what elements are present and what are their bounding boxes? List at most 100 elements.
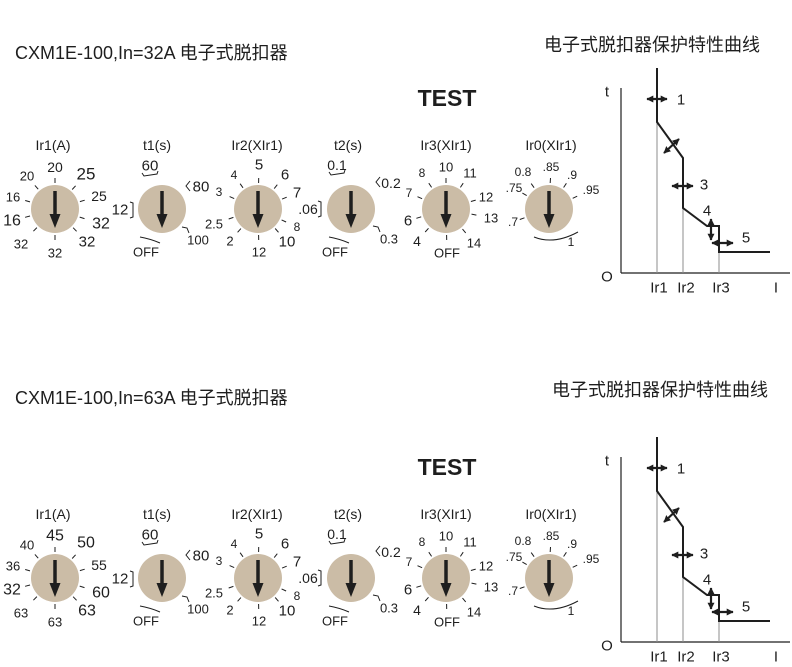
dial-t2-bracket — [375, 545, 381, 557]
zone-number-label: 4 — [703, 572, 711, 589]
dial-ir3-tick — [416, 585, 422, 588]
dial-ir0-arc — [533, 231, 579, 241]
t-axis-label: t — [605, 84, 610, 101]
threshold-label: Ir3 — [712, 280, 730, 297]
dial-ir1-scale-label: 20 — [47, 159, 63, 175]
trip-curve-line — [656, 68, 770, 253]
dial-ir3-scale-label: 7 — [406, 186, 413, 200]
dial-ir1-pointer-head — [49, 214, 61, 228]
dial-ir1-tick — [33, 227, 38, 232]
dial-t2-bracket — [372, 594, 381, 602]
dial-ir2-tick — [228, 585, 234, 589]
dial-ir3: Ir3(XIr1) 10 8 11 7 12 6 13 4 14 OFF — [404, 137, 498, 261]
dial-ir3-scale-label: 11 — [463, 535, 477, 550]
dial-ir3-scale-label: 12 — [479, 559, 493, 574]
zone-number-label: 5 — [742, 599, 750, 616]
dial-ir2-pointer-head — [252, 583, 264, 597]
dial-t1-scale-label: 12 — [112, 571, 129, 588]
dial-ir1-scale-label: 25 — [91, 188, 107, 204]
dial-ir0-tick — [572, 564, 578, 568]
dial-t1-bracket — [139, 605, 161, 613]
dial-ir2-tick — [281, 565, 287, 569]
dial-t1-scale-label: OFF — [133, 614, 159, 629]
dial-ir3-tick — [471, 213, 477, 216]
dial-ir1-scale-label: 32 — [92, 216, 110, 233]
dial-ir3-scale-label: 4 — [413, 233, 421, 249]
zone-number-label: 1 — [677, 92, 685, 109]
t-axis-label: t — [605, 453, 610, 470]
dial-ir0-scale-label: .95 — [583, 552, 600, 566]
dial-t1-name: t1(s) — [143, 137, 171, 153]
dial-t2: t2(s) 0.1 0.2 .06 0.3 OFF — [298, 137, 401, 260]
dial-t1-bracket — [181, 595, 190, 603]
dial-t1-scale-label: 100 — [187, 602, 209, 617]
dial-ir3-scale-label: 14 — [467, 236, 481, 251]
dial-ir2-tick — [237, 228, 242, 233]
dial-ir1-scale-label: 36 — [6, 559, 20, 574]
dial-t2-bracket — [328, 538, 346, 545]
origin-label: O — [601, 269, 613, 286]
trip-unit-title: CXM1E-100,In=63A 电子式脱扣器 — [15, 388, 288, 408]
dial-t1: t1(s) 60 80 12 100 OFF — [112, 506, 210, 629]
dial-ir1-scale-label: 32 — [48, 246, 62, 261]
dial-ir3-tick — [417, 196, 423, 200]
dial-ir1-tick — [34, 554, 39, 559]
dial-ir2-tick — [229, 565, 235, 569]
trip-curve-line — [656, 437, 770, 622]
dial-ir0-tick — [572, 195, 578, 199]
dial-ir1-name: Ir1(A) — [36, 506, 71, 522]
dial-t2-scale-label: 0.1 — [327, 526, 347, 542]
dial-ir1-scale-label: 16 — [3, 213, 21, 230]
dial-ir2-scale-label: 4 — [231, 537, 238, 551]
dial-t1: t1(s) 60 80 12 100 OFF — [112, 137, 210, 260]
dial-ir0-pointer-head — [543, 214, 555, 228]
dial-t1-pointer-head — [156, 214, 168, 228]
dial-t2-bracket — [328, 169, 346, 176]
dial-ir2-scale-label: 2.5 — [205, 217, 223, 232]
zone-number-label: 3 — [700, 546, 708, 563]
dial-t2-scale-label: 0.2 — [381, 175, 401, 191]
dial-t1-scale-label: 60 — [142, 158, 159, 175]
dial-t1-scale-label: 100 — [187, 233, 209, 248]
dial-ir3-tick — [417, 565, 423, 569]
protection-curve-diagram: 电子式脱扣器保护特性曲线 t O I Ir1 Ir2 Ir3 1 3 4 5 — [552, 380, 790, 666]
dial-ir3-tick — [470, 199, 476, 202]
dial-ir1-scale-label: 63 — [14, 606, 28, 621]
dial-ir1-scale-label: 63 — [78, 603, 96, 620]
dial-ir2-scale-label: 12 — [252, 245, 266, 260]
dial-ir3-scale-label: 13 — [484, 580, 498, 595]
dial-t1-bracket — [139, 236, 161, 244]
dial-ir0-tick — [522, 561, 527, 566]
dial-ir3-tick — [424, 596, 429, 602]
dial-ir1-scale-label: 32 — [14, 237, 28, 252]
dial-ir0-scale-label: .85 — [543, 529, 560, 543]
dial-ir1-tick — [25, 569, 31, 572]
threshold-label: Ir2 — [677, 280, 695, 297]
dial-t2-scale-label: 0.3 — [380, 601, 398, 616]
dial-ir2-scale-label: 4 — [231, 168, 238, 182]
dial-ir2-scale-label: 10 — [279, 234, 296, 251]
dial-ir3-tick — [428, 182, 433, 188]
threshold-label: Ir3 — [712, 649, 730, 666]
dial-ir0-tick — [519, 586, 525, 589]
zone-number-label: 4 — [703, 203, 711, 220]
dial-ir0-scale-label: 1 — [568, 235, 575, 249]
dial-ir1-tick — [71, 185, 76, 190]
dial-t2-bracket — [317, 200, 322, 218]
dial-ir2-tick — [281, 219, 287, 223]
dial-t2-bracket — [375, 176, 381, 188]
dial-ir1-scale-label: 32 — [3, 582, 21, 599]
dial-t1-bracket — [141, 170, 159, 177]
dial-ir2-tick — [229, 196, 235, 200]
zone-number-label: 1 — [677, 461, 685, 478]
dial-ir3-scale-label: 12 — [479, 190, 493, 205]
dial-ir3-pointer-head — [440, 214, 452, 228]
dial-t2-scale-label: 0.1 — [327, 157, 347, 173]
dial-ir3-tick — [459, 182, 464, 188]
dial-t2-scale-label: OFF — [322, 245, 348, 260]
dial-t2-scale-label: .06 — [298, 570, 318, 586]
dial-ir0-scale-label: 0.8 — [515, 165, 532, 179]
